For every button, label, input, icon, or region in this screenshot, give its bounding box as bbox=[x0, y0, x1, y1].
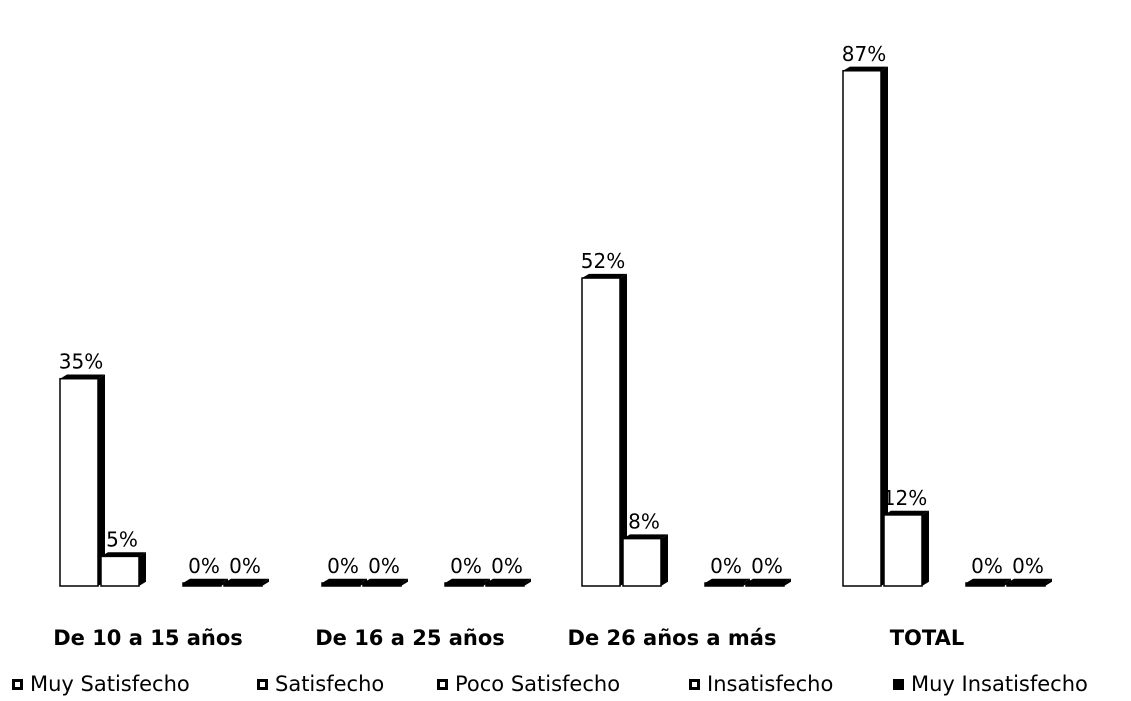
bar-top-muy-satisfecho bbox=[322, 578, 367, 583]
bar-muy-insatisfecho bbox=[223, 582, 263, 587]
bar-group-de-10-a-15-anos: 35% 5% 0% 0% bbox=[59, 350, 269, 587]
bar-top-muy-insatisfecho bbox=[1007, 578, 1052, 583]
bar-side-muy-insatisfecho bbox=[262, 578, 269, 586]
legend-swatch bbox=[257, 678, 268, 690]
bar-side-muy-satisfecho bbox=[620, 273, 627, 586]
bar-side-muy-insatisfecho bbox=[1045, 578, 1052, 586]
x-tick-label: De 26 años a más bbox=[568, 626, 777, 650]
bar-top-insatisfecho bbox=[966, 578, 1011, 583]
bar-top-muy-satisfecho bbox=[582, 273, 627, 279]
legend-swatch bbox=[12, 678, 23, 690]
data-label: 0% bbox=[450, 554, 482, 578]
bar-side-muy-insatisfecho bbox=[784, 578, 791, 586]
bar-side-satisfecho bbox=[139, 552, 146, 586]
bar-top-muy-insatisfecho bbox=[224, 578, 269, 583]
bar-top-satisfecho bbox=[623, 534, 668, 539]
bar-muy-satisfecho bbox=[59, 377, 99, 587]
legend-item-satisfecho: Satisfecho bbox=[257, 672, 384, 696]
bar-side-muy-insatisfecho bbox=[524, 578, 531, 586]
data-label: 8% bbox=[628, 510, 660, 534]
bar-muy-insatisfecho bbox=[485, 582, 525, 587]
legend-label: Poco Satisfecho bbox=[455, 672, 621, 696]
x-tick-label: De 10 a 15 años bbox=[53, 626, 243, 650]
bar-satisfecho bbox=[100, 555, 140, 587]
bar-side-satisfecho bbox=[661, 534, 668, 586]
bar-side-satisfecho bbox=[922, 510, 929, 586]
bar-insatisfecho bbox=[182, 582, 222, 587]
data-label: 35% bbox=[59, 350, 103, 374]
bar-satisfecho bbox=[883, 514, 923, 587]
legend-swatch bbox=[437, 678, 448, 690]
data-label: 87% bbox=[842, 42, 886, 66]
bar-insatisfecho bbox=[704, 582, 744, 587]
legend-label: Muy Satisfecho bbox=[30, 672, 190, 696]
bar-insatisfecho bbox=[965, 582, 1005, 587]
data-label: 0% bbox=[327, 554, 359, 578]
bar-top-satisfecho bbox=[363, 578, 408, 583]
bar-top-insatisfecho bbox=[705, 578, 750, 583]
bar-side-satisfecho bbox=[401, 578, 408, 586]
data-label: 0% bbox=[188, 554, 220, 578]
bar-satisfecho bbox=[362, 582, 402, 587]
legend: Muy Satisfecho Satisfecho Poco Satisfech… bbox=[0, 670, 1131, 700]
bar-top-muy-insatisfecho bbox=[746, 578, 791, 583]
bar-muy-satisfecho bbox=[842, 70, 882, 587]
legend-item-insatisfecho: Insatisfecho bbox=[689, 672, 833, 696]
legend-swatch bbox=[893, 678, 904, 690]
data-label: 0% bbox=[751, 554, 783, 578]
data-label: 0% bbox=[1012, 554, 1044, 578]
bar-top-satisfecho bbox=[884, 510, 929, 515]
legend-label: Insatisfecho bbox=[707, 672, 834, 696]
bar-top-muy-satisfecho bbox=[843, 66, 888, 71]
data-label: 5% bbox=[106, 527, 138, 551]
legend-item-poco-satisfecho: Poco Satisfecho bbox=[437, 672, 620, 696]
data-label: 52% bbox=[581, 249, 625, 273]
bar-satisfecho bbox=[622, 537, 662, 587]
chart-area: 35% 5% 0% 0% De 10 a 15 años 0% 0% 0% 0% De 16 a … bbox=[53, 42, 1052, 650]
bar-top-satisfecho bbox=[101, 552, 146, 557]
x-tick-label: De 16 a 25 años bbox=[315, 626, 505, 650]
bar-top-muy-satisfecho bbox=[60, 374, 105, 379]
bar-side-muy-satisfecho bbox=[881, 66, 888, 587]
data-label: 12% bbox=[883, 486, 927, 510]
bar-insatisfecho bbox=[444, 582, 484, 587]
legend-label: Satisfecho bbox=[275, 672, 385, 696]
bar-top-insatisfecho bbox=[183, 578, 228, 583]
legend-item-muy-satisfecho: Muy Satisfecho bbox=[12, 672, 190, 696]
data-label: 0% bbox=[491, 554, 523, 578]
bar-muy-insatisfecho bbox=[745, 582, 785, 587]
legend-label: Muy Insatisfecho bbox=[911, 672, 1088, 696]
bar-group-de-26-anos-a-mas: 52% 8% 0% 0% bbox=[581, 249, 791, 587]
bar-top-muy-insatisfecho bbox=[486, 578, 531, 583]
bar-side-muy-satisfecho bbox=[98, 374, 105, 586]
bar-muy-insatisfecho bbox=[1006, 582, 1046, 587]
x-tick-label: TOTAL bbox=[890, 626, 965, 650]
legend-swatch bbox=[689, 678, 700, 690]
data-label: 0% bbox=[368, 554, 400, 578]
bar-group-total: 87% 12% 0% 0% bbox=[842, 42, 1052, 587]
bar-top-insatisfecho bbox=[445, 578, 490, 583]
data-label: 0% bbox=[710, 554, 742, 578]
legend-item-muy-insatisfecho: Muy Insatisfecho bbox=[893, 672, 1088, 696]
bar-group-de-16-a-25-anos: 0% 0% 0% 0% bbox=[321, 554, 531, 587]
data-label: 0% bbox=[971, 554, 1003, 578]
bar-muy-satisfecho bbox=[581, 277, 621, 587]
data-label: 0% bbox=[229, 554, 261, 578]
bar-muy-satisfecho bbox=[321, 582, 361, 587]
